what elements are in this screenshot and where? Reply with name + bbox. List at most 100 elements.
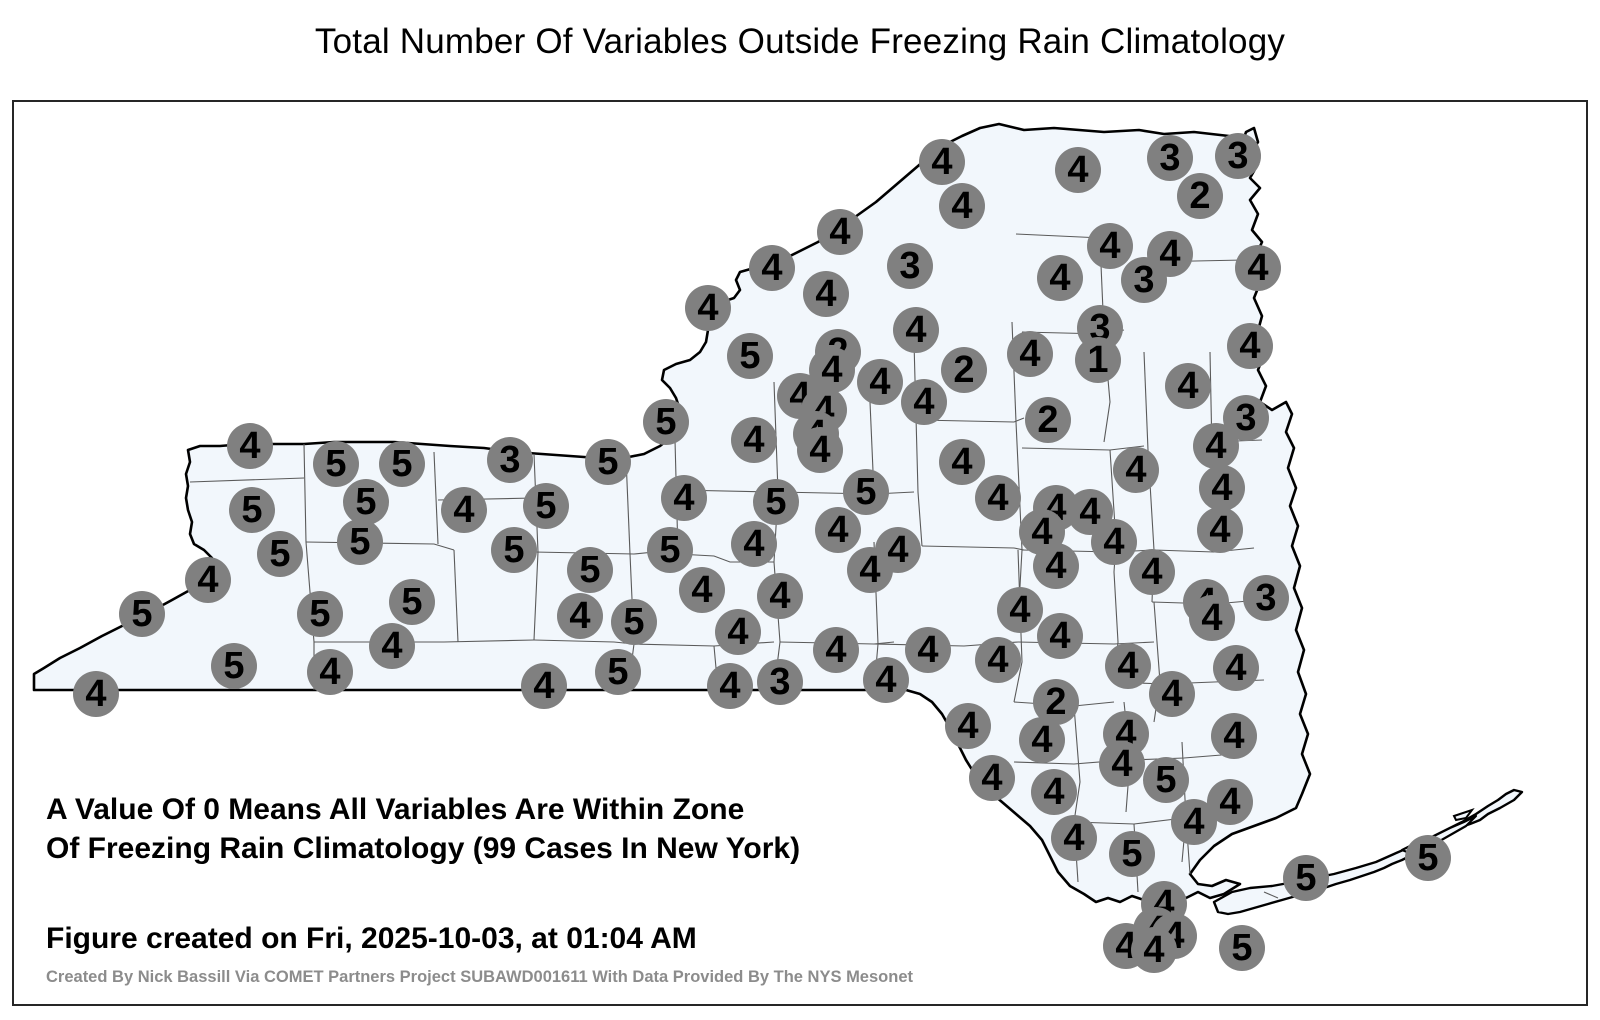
station-marker[interactable]: 3: [887, 243, 933, 289]
station-marker[interactable]: 4: [945, 703, 991, 749]
station-marker[interactable]: 5: [753, 479, 799, 525]
station-marker[interactable]: 4: [1087, 223, 1133, 269]
station-marker[interactable]: 5: [567, 547, 613, 593]
station-marker[interactable]: 3: [757, 659, 803, 705]
station-marker[interactable]: 5: [229, 487, 275, 533]
station-marker[interactable]: 1: [1075, 337, 1121, 383]
station-marker[interactable]: 4: [1031, 769, 1077, 815]
station-marker[interactable]: 4: [939, 439, 985, 485]
station-marker[interactable]: 5: [337, 519, 383, 565]
station-marker[interactable]: 5: [1143, 757, 1189, 803]
station-marker[interactable]: 5: [119, 591, 165, 637]
station-marker[interactable]: 3: [1243, 575, 1289, 621]
station-marker[interactable]: 5: [843, 469, 889, 515]
station-marker[interactable]: 4: [815, 507, 861, 553]
station-marker[interactable]: 5: [595, 649, 641, 695]
station-marker[interactable]: 4: [227, 423, 273, 469]
station-marker[interactable]: 4: [817, 209, 863, 255]
station-marker[interactable]: 4: [1113, 447, 1159, 493]
station-marker[interactable]: 3: [1223, 395, 1269, 441]
station-marker[interactable]: 5: [1405, 835, 1451, 881]
station-marker[interactable]: 2: [1177, 173, 1223, 219]
station-marker[interactable]: 4: [1227, 323, 1273, 369]
station-marker[interactable]: 4: [185, 557, 231, 603]
station-marker[interactable]: 3: [1215, 133, 1261, 179]
station-marker[interactable]: 5: [523, 483, 569, 529]
station-marker[interactable]: 4: [1131, 927, 1177, 973]
station-marker[interactable]: 4: [1007, 331, 1053, 377]
station-marker[interactable]: 5: [611, 599, 657, 645]
station-marker[interactable]: 4: [975, 475, 1021, 521]
station-marker[interactable]: 4: [1129, 549, 1175, 595]
station-marker[interactable]: 3: [1147, 135, 1193, 181]
station-marker[interactable]: 4: [661, 475, 707, 521]
station-marker[interactable]: 4: [1197, 507, 1243, 553]
station-marker[interactable]: 5: [727, 333, 773, 379]
station-marker[interactable]: 4: [441, 487, 487, 533]
station-marker[interactable]: 5: [643, 399, 689, 445]
station-marker[interactable]: 4: [905, 627, 951, 673]
station-marker[interactable]: 3: [1121, 257, 1167, 303]
station-marker[interactable]: 4: [863, 657, 909, 703]
station-marker[interactable]: 4: [997, 587, 1043, 633]
station-marker[interactable]: 4: [893, 307, 939, 353]
station-marker[interactable]: 4: [707, 663, 753, 709]
station-marker[interactable]: 4: [1105, 643, 1151, 689]
station-marker[interactable]: 4: [73, 671, 119, 717]
station-marker[interactable]: 4: [749, 245, 795, 291]
station-marker[interactable]: 2: [941, 347, 987, 393]
station-marker[interactable]: 3: [487, 437, 533, 483]
station-marker[interactable]: 4: [1199, 465, 1245, 511]
station-marker[interactable]: 5: [1283, 855, 1329, 901]
station-marker[interactable]: 4: [1213, 645, 1259, 691]
station-marker[interactable]: 5: [379, 441, 425, 487]
station-marker[interactable]: 4: [797, 427, 843, 473]
station-marker[interactable]: 4: [813, 627, 859, 673]
station-marker[interactable]: 4: [1033, 543, 1079, 589]
station-marker[interactable]: 4: [939, 183, 985, 229]
station-marker[interactable]: 5: [1219, 925, 1265, 971]
station-marker[interactable]: 4: [1037, 613, 1083, 659]
station-marker[interactable]: 5: [647, 527, 693, 573]
station-marker[interactable]: 5: [1109, 831, 1155, 877]
station-marker[interactable]: 4: [857, 359, 903, 405]
station-marker[interactable]: 5: [491, 527, 537, 573]
station-marker[interactable]: 4: [685, 285, 731, 331]
station-marker[interactable]: 5: [211, 643, 257, 689]
station-marker[interactable]: 4: [679, 567, 725, 613]
station-marker[interactable]: 4: [731, 521, 777, 567]
station-marker[interactable]: 4: [969, 755, 1015, 801]
station-marker[interactable]: 4: [1189, 595, 1235, 641]
station-marker[interactable]: 4: [1193, 423, 1239, 469]
station-marker[interactable]: 5: [297, 591, 343, 637]
station-marker[interactable]: 4: [901, 379, 947, 425]
station-marker[interactable]: 4: [715, 609, 761, 655]
station-marker[interactable]: 4: [307, 649, 353, 695]
station-marker[interactable]: 5: [313, 441, 359, 487]
station-marker[interactable]: 4: [975, 637, 1021, 683]
station-marker[interactable]: 5: [585, 439, 631, 485]
station-marker[interactable]: 4: [757, 573, 803, 619]
station-marker[interactable]: 5: [257, 531, 303, 577]
station-marker[interactable]: 4: [1055, 147, 1101, 193]
station-marker[interactable]: 4: [1171, 799, 1217, 845]
station-marker[interactable]: 4: [731, 417, 777, 463]
station-marker[interactable]: 4: [369, 623, 415, 669]
station-marker[interactable]: 4: [521, 663, 567, 709]
station-marker[interactable]: 2: [1025, 397, 1071, 443]
station-marker[interactable]: 4: [1037, 255, 1083, 301]
station-marker[interactable]: 4: [847, 547, 893, 593]
station-marker[interactable]: 4: [1091, 519, 1137, 565]
station-marker[interactable]: 5: [343, 479, 389, 525]
station-marker[interactable]: 4: [1211, 713, 1257, 759]
station-marker[interactable]: 4: [919, 139, 965, 185]
station-marker[interactable]: 4: [1099, 741, 1145, 787]
station-marker[interactable]: 4: [809, 347, 855, 393]
station-marker[interactable]: 4: [803, 271, 849, 317]
station-marker[interactable]: 5: [389, 579, 435, 625]
station-marker[interactable]: 4: [557, 593, 603, 639]
station-marker[interactable]: 4: [1051, 815, 1097, 861]
station-marker[interactable]: 4: [1235, 245, 1281, 291]
station-marker[interactable]: 4: [1165, 363, 1211, 409]
station-marker[interactable]: 4: [1019, 717, 1065, 763]
